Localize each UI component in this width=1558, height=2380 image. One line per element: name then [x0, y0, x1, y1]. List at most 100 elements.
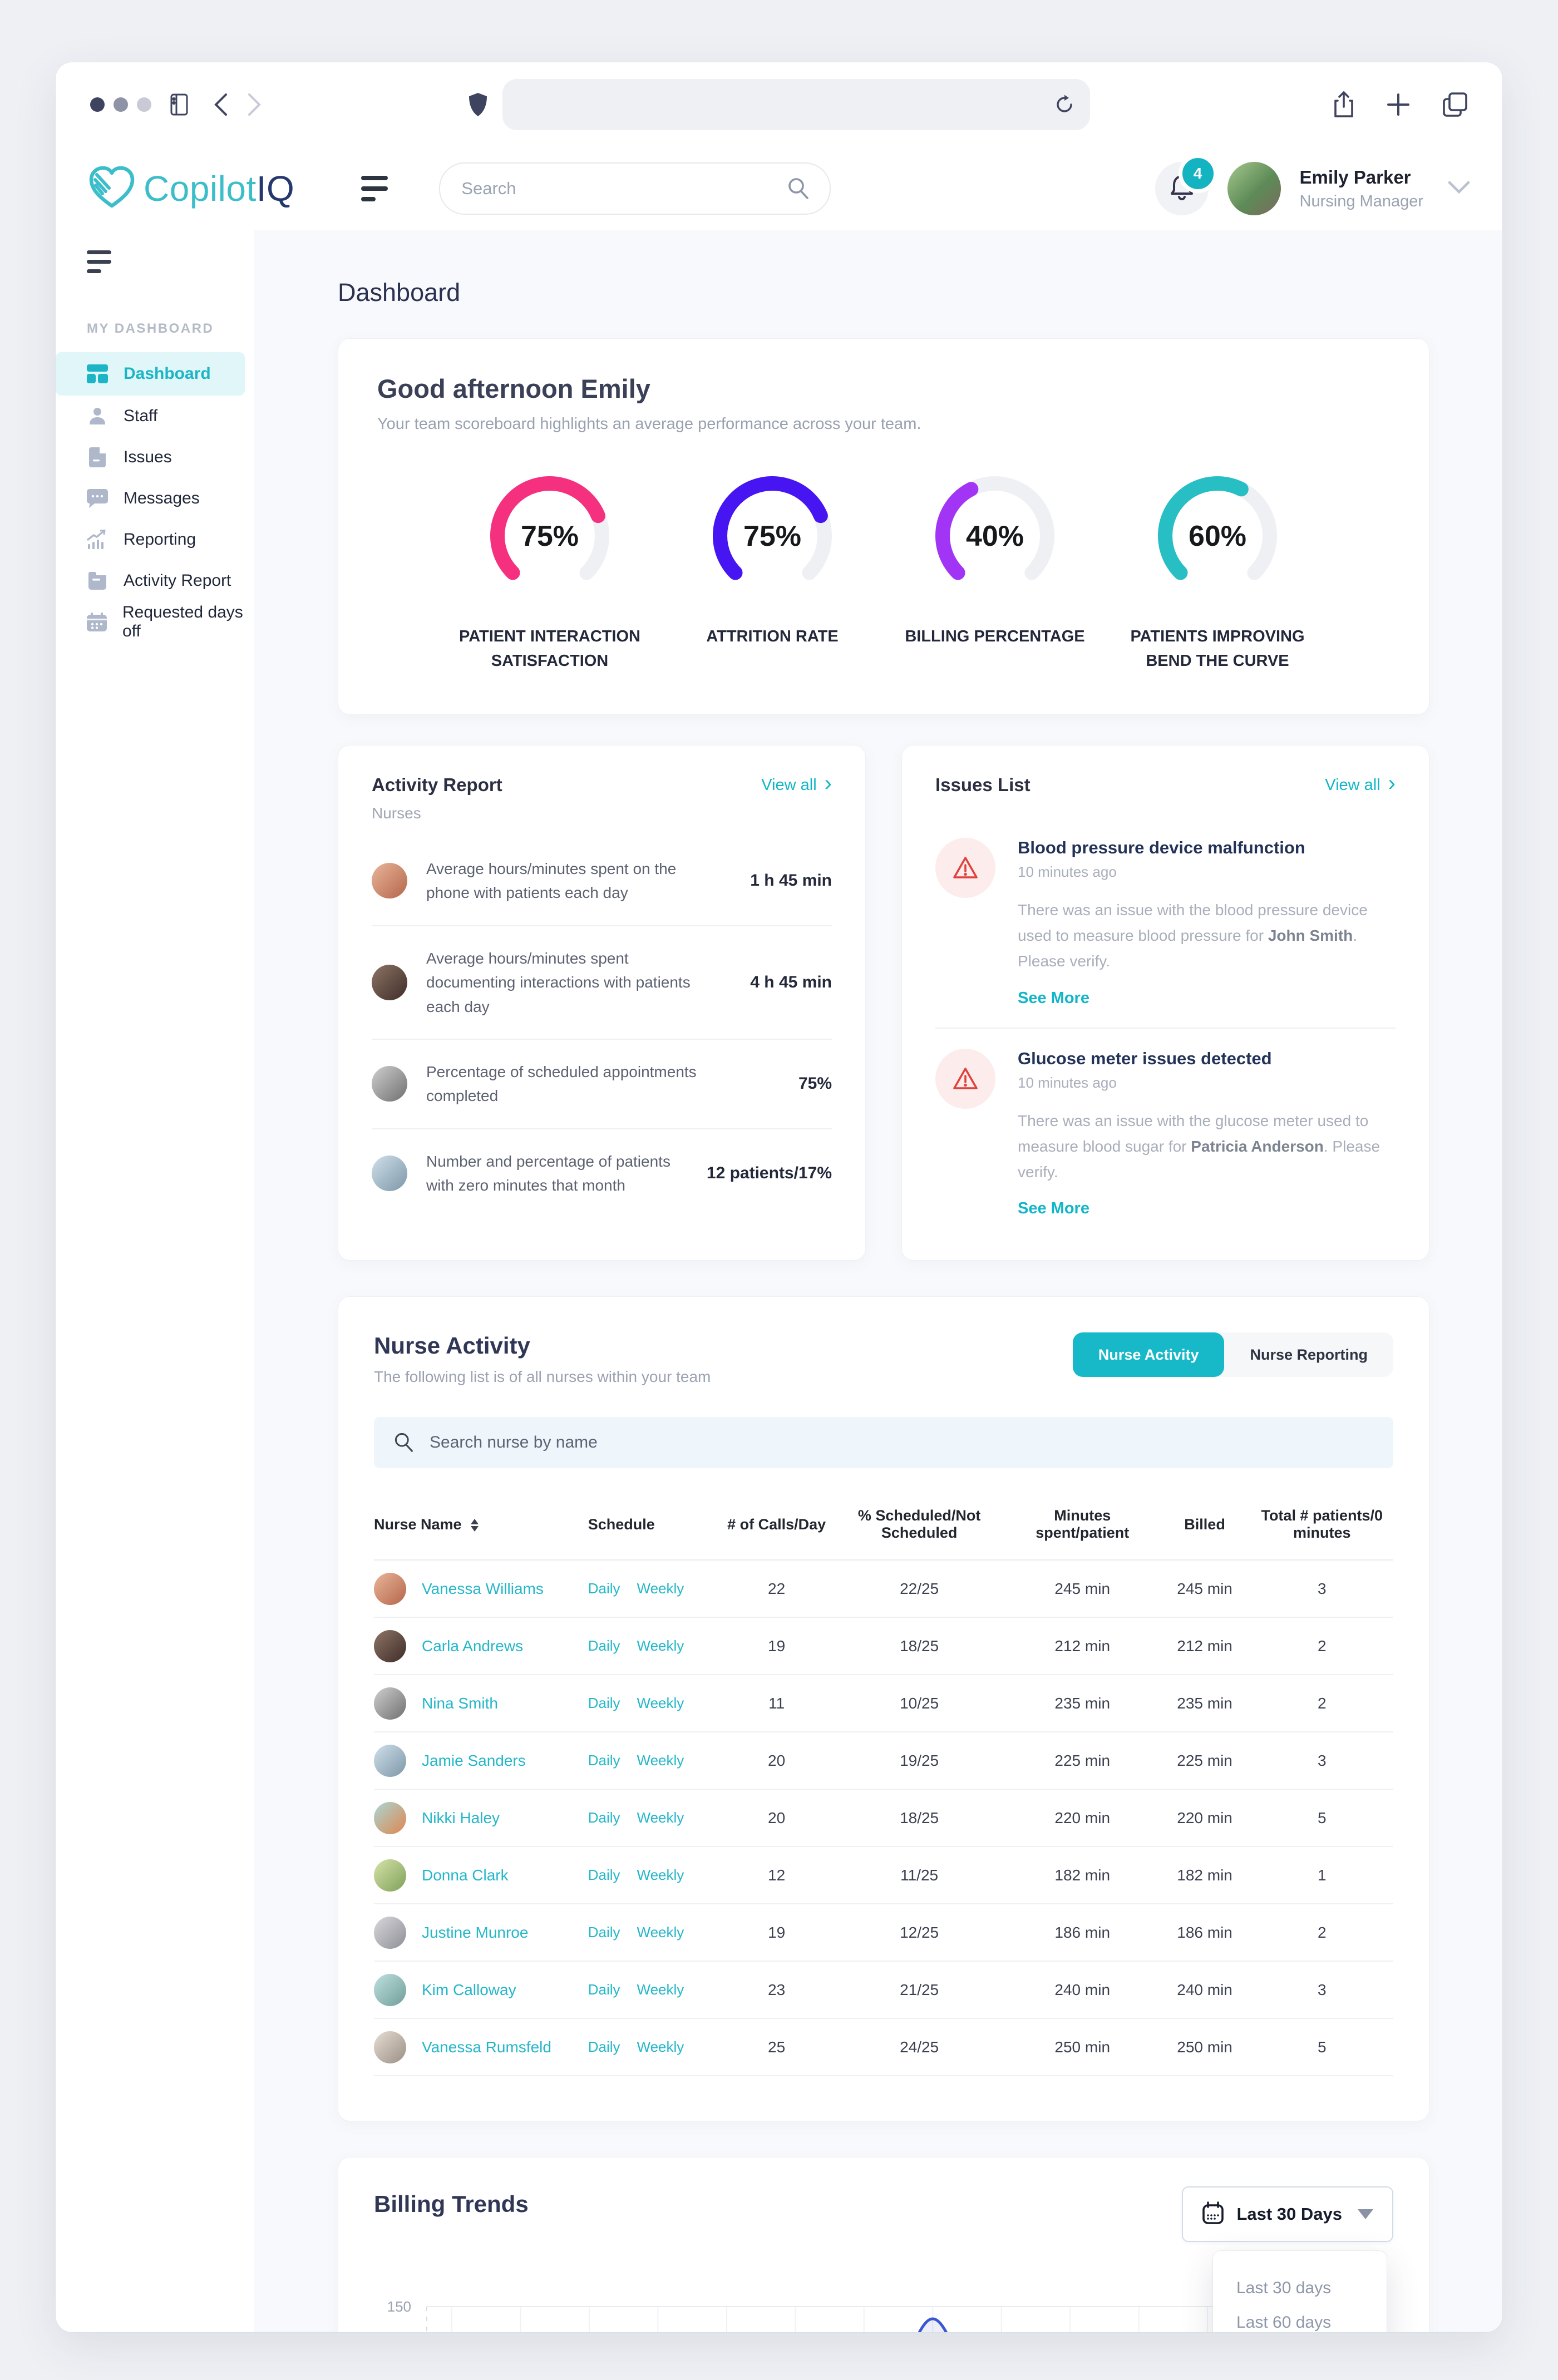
schedule-link-daily[interactable]: Daily — [588, 2038, 620, 2056]
issues-view-all-link[interactable]: View all › — [1325, 771, 1396, 796]
greeting-subtitle: Your team scoreboard highlights an avera… — [377, 415, 921, 433]
schedule-cell: Daily Weekly — [588, 1981, 721, 1998]
new-tab-icon[interactable] — [1387, 93, 1410, 116]
calls-cell: 11 — [768, 1694, 785, 1712]
schedule-link-weekly[interactable]: Weekly — [637, 1695, 684, 1712]
sidebar-item-staff[interactable]: Staff — [56, 396, 245, 437]
nurse-name-link[interactable]: Nina Smith — [422, 1694, 498, 1712]
logo-heart-icon — [88, 165, 136, 213]
total-patients-cell: 3 — [1317, 1751, 1327, 1769]
sidebar: MY DASHBOARD Dashboard Staff Issues Message… — [56, 230, 254, 2332]
traffic-dot-3[interactable] — [137, 97, 151, 112]
schedule-link-weekly[interactable]: Weekly — [637, 1867, 684, 1884]
traffic-dot-2[interactable] — [114, 97, 128, 112]
tab-nurse-activity[interactable]: Nurse Activity — [1072, 1332, 1225, 1377]
nurse-activity-subtitle: The following list is of all nurses with… — [374, 1368, 711, 1386]
schedule-link-daily[interactable]: Daily — [588, 1752, 620, 1769]
search-icon[interactable] — [786, 176, 810, 202]
user-meta[interactable]: Emily Parker Nursing Manager — [1300, 166, 1423, 211]
sidebar-collapse-button[interactable] — [87, 250, 254, 273]
schedule-link-daily[interactable]: Daily — [588, 1580, 620, 1597]
date-range-button[interactable]: Last 30 Days — [1182, 2186, 1393, 2243]
schedule-link-daily[interactable]: Daily — [588, 1637, 620, 1655]
see-more-link[interactable]: See More — [1018, 1199, 1089, 1218]
minutes-cell: 235 min — [1054, 1694, 1111, 1712]
schedule-link-weekly[interactable]: Weekly — [637, 1924, 684, 1941]
share-icon[interactable] — [1333, 91, 1354, 118]
nurse-name-link[interactable]: Vanessa Rumsfeld — [422, 2038, 551, 2056]
schedule-link-weekly[interactable]: Weekly — [637, 1981, 684, 1998]
nurse-name-link[interactable]: Carla Andrews — [422, 1637, 524, 1655]
sidebar-item-reporting[interactable]: Reporting — [56, 519, 245, 560]
back-icon[interactable] — [214, 93, 228, 116]
menu-toggle-button[interactable] — [361, 176, 388, 201]
sidebar-section-label: MY DASHBOARD — [87, 321, 214, 336]
forward-icon[interactable] — [247, 93, 262, 116]
billed-cell: 250 min — [1177, 2038, 1232, 2056]
schedule-link-daily[interactable]: Daily — [588, 1695, 620, 1712]
billed-cell: 186 min — [1177, 1923, 1232, 1941]
date-range-option-last-60-days[interactable]: Last 60 days — [1236, 2313, 1332, 2332]
sort-icon[interactable] — [470, 1519, 479, 1532]
svg-text:75%: 75% — [521, 520, 579, 552]
see-more-link[interactable]: See More — [1018, 989, 1089, 1007]
nurse-name-link[interactable]: Nikki Haley — [422, 1809, 500, 1826]
schedule-link-daily[interactable]: Daily — [588, 1981, 620, 1998]
issues-list-card: Issues List View all › Blood pressure dev… — [901, 745, 1429, 1261]
browser-window: CopilotIQ 4 Emily Parker Nursing Manager — [56, 62, 1502, 2332]
nurse-name-link[interactable]: Jamie Sanders — [422, 1751, 526, 1769]
billed-cell: 245 min — [1177, 1579, 1232, 1597]
column-header-nurse-name[interactable]: Nurse Name — [374, 1516, 588, 1533]
activity-view-all-link[interactable]: View all › — [761, 771, 832, 796]
schedule-link-daily[interactable]: Daily — [588, 1809, 620, 1826]
scheduled-cell: 22/25 — [900, 1579, 939, 1597]
sidebar-toggle-icon[interactable] — [170, 93, 195, 116]
copilotiq-logo[interactable]: CopilotIQ — [88, 165, 294, 213]
avatar — [374, 1630, 406, 1662]
schedule-link-weekly[interactable]: Weekly — [637, 1580, 684, 1597]
schedule-link-daily[interactable]: Daily — [588, 1867, 620, 1884]
sidebar-item-dashboard[interactable]: Dashboard — [56, 352, 245, 396]
nurse-name-link[interactable]: Justine Munroe — [422, 1923, 529, 1941]
reload-icon[interactable] — [1054, 95, 1074, 115]
tab-nurse-reporting[interactable]: Nurse Reporting — [1250, 1346, 1368, 1363]
schedule-link-weekly[interactable]: Weekly — [637, 1637, 684, 1655]
url-bar[interactable] — [502, 79, 1090, 130]
shield-icon[interactable] — [468, 92, 488, 117]
user-avatar[interactable] — [1227, 162, 1281, 215]
notifications-button[interactable]: 4 — [1155, 154, 1217, 215]
schedule-link-weekly[interactable]: Weekly — [637, 1809, 684, 1826]
schedule-link-daily[interactable]: Daily — [588, 1924, 620, 1941]
sidebar-item-issues[interactable]: Issues — [56, 437, 245, 478]
minutes-cell: 240 min — [1054, 1981, 1111, 1998]
sidebar-item-requested-days-off[interactable]: Requested days off — [56, 601, 245, 643]
global-search[interactable] — [439, 162, 831, 215]
schedule-cell: Daily Weekly — [588, 1580, 721, 1597]
warning-icon — [935, 838, 995, 898]
traffic-lights[interactable] — [90, 97, 151, 112]
sidebar-item-messages[interactable]: Messages — [56, 478, 245, 519]
nurse-name-link[interactable]: Donna Clark — [422, 1866, 509, 1884]
global-search-input[interactable] — [460, 178, 787, 199]
svg-text:60%: 60% — [1189, 520, 1246, 552]
minutes-cell: 182 min — [1054, 1866, 1111, 1884]
traffic-dot-1[interactable] — [90, 97, 105, 112]
issue-item: Glucose meter issues detected 10 minutes… — [935, 1027, 1396, 1238]
nurse-search-input[interactable] — [428, 1433, 1374, 1453]
issue-text: There was an issue with the blood pressu… — [1018, 901, 1368, 970]
schedule-cell: Daily Weekly — [588, 1752, 721, 1769]
schedule-link-weekly[interactable]: Weekly — [637, 1752, 684, 1769]
nurse-name-link[interactable]: Vanessa Williams — [422, 1579, 544, 1597]
nurse-name-link[interactable]: Kim Calloway — [422, 1981, 516, 1998]
table-row: Vanessa Rumsfeld Daily Weekly 25 24/25 25… — [374, 2019, 1393, 2077]
tabs-icon[interactable] — [1442, 92, 1468, 117]
schedule-link-weekly[interactable]: Weekly — [637, 2038, 684, 2056]
calls-cell: 19 — [768, 1637, 786, 1655]
sidebar-item-activity-report[interactable]: Activity Report — [56, 560, 245, 601]
date-range-option-last-30-days[interactable]: Last 30 days — [1236, 2279, 1332, 2298]
chevron-down-icon[interactable] — [1448, 180, 1470, 197]
scheduled-cell: 24/25 — [900, 2038, 939, 2056]
nurse-search[interactable] — [374, 1417, 1393, 1469]
calls-cell: 20 — [768, 1751, 786, 1769]
gauge-label: PATIENT INTERACTION SATISFACTION — [459, 628, 640, 670]
